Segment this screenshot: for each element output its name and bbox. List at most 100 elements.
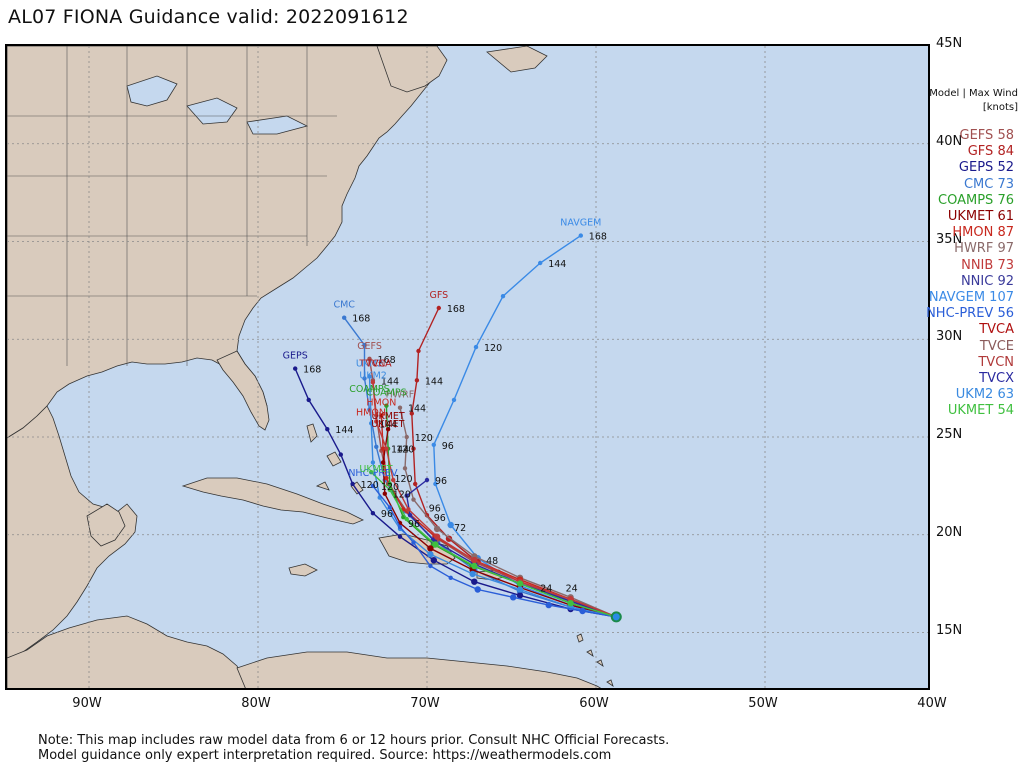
forecast-hour-label: 120: [484, 343, 502, 354]
track-point: [369, 470, 374, 475]
legend-model: UKMET: [947, 403, 994, 419]
legend-wind: 87: [993, 225, 1014, 241]
track-name-label: GEFS: [357, 341, 382, 352]
legend-wind: 58: [993, 128, 1014, 143]
forecast-hour-label: 96: [434, 513, 446, 524]
legend-entry: UKM2 63: [926, 387, 1014, 403]
track-point: [404, 434, 409, 440]
track-point: [380, 460, 386, 465]
track-point: [433, 525, 441, 533]
legend-wind: 63: [993, 387, 1014, 403]
lat-label: 45N: [936, 36, 963, 51]
track-point: [384, 475, 389, 481]
legend-entry: UKMET 61: [926, 209, 1014, 225]
track-point: [578, 233, 583, 238]
footer-line-2: Model guidance only expert interpretatio…: [38, 748, 612, 763]
track-point: [538, 260, 543, 266]
forecast-hour-label: 120: [415, 433, 433, 444]
track-name-label: UKM2: [356, 358, 383, 369]
central-america-land: [7, 615, 250, 688]
lon-label: 90W: [72, 696, 102, 711]
track-name-label: HMON: [356, 407, 386, 418]
track-name-label: NAVGEM: [560, 218, 601, 229]
legend-wind: 97: [993, 241, 1014, 257]
track-point: [516, 592, 524, 599]
legend-wind: 52: [993, 160, 1014, 176]
track-point: [374, 419, 379, 424]
legend-model: HWRF: [954, 241, 994, 257]
map-frame[interactable]: NAVGEM 168 144 120 96 GFS 168 144 CMC 168 GEPS 168 1…: [5, 44, 930, 690]
track-point: [380, 446, 386, 451]
track-point: [370, 483, 376, 489]
legend-model: GFS: [967, 144, 994, 160]
track-point: [451, 397, 457, 403]
legend-entry: TVCA: [926, 322, 1014, 338]
legend-header: Model | Max Wind [knots]: [929, 87, 1018, 115]
lon-label: 70W: [410, 696, 440, 711]
legend-model: NNIC: [960, 273, 994, 289]
track-point: [411, 446, 416, 451]
track-name-label: HMON: [366, 397, 396, 408]
track-point: [397, 534, 403, 539]
map-canvas[interactable]: NAVGEM16814412096GFS168144CMC168GEPS1681…: [7, 46, 930, 690]
legend-wind: 76: [993, 192, 1014, 208]
legend-wind: 73: [993, 257, 1014, 273]
forecast-hour-label: 96: [435, 476, 447, 487]
track-point: [447, 521, 454, 529]
legend-entry: CMC 73: [926, 177, 1014, 193]
great-lakes: [126, 75, 309, 135]
forecast-hour-label: 96: [442, 441, 454, 452]
track-point: [374, 444, 379, 449]
track-point: [474, 586, 481, 593]
track-point: [436, 305, 441, 311]
track-name-label: UKMET: [371, 419, 404, 430]
forecast-hour-label: 48: [486, 556, 498, 567]
track-point: [382, 491, 387, 496]
legend-entry: COAMPS 76: [926, 193, 1014, 209]
track-point: [387, 487, 392, 492]
legend-entry: TVCE: [926, 339, 1014, 355]
track-point: [370, 380, 376, 385]
track-point: [411, 497, 416, 502]
forecast-hour-label: 120: [396, 445, 414, 456]
track-point: [391, 477, 396, 483]
legend-model: TVCA: [979, 322, 1014, 338]
track-point: [370, 460, 376, 465]
track-point: [433, 533, 441, 540]
legend-model: GEPS: [958, 160, 994, 176]
forecast-hour-label: 168: [589, 232, 607, 243]
forecast-hour-label: 24: [540, 583, 552, 594]
legend-entry: GFS 84: [926, 144, 1014, 160]
legend-wind: 61: [993, 209, 1014, 225]
track-point: [404, 493, 409, 498]
legend-wind: 56: [993, 306, 1014, 322]
legend-entry: GEFS 58: [926, 128, 1014, 144]
track-point: [369, 421, 374, 426]
track-point: [362, 376, 367, 381]
legend-model: GEFS: [959, 128, 994, 143]
track-point: [293, 366, 298, 371]
legend-entry: GEPS 52: [926, 160, 1014, 176]
track-point: [370, 511, 376, 516]
track-line: [433, 235, 617, 618]
track-line: [370, 471, 617, 618]
track-point: [579, 607, 586, 615]
track-point: [362, 342, 367, 348]
track-line: [411, 307, 617, 618]
track-point: [471, 557, 478, 564]
forecast-hour-label: 168: [447, 304, 465, 315]
track-point: [325, 427, 330, 432]
track-name-label: UKMET: [359, 464, 392, 475]
track-point: [404, 516, 409, 522]
track-point: [413, 481, 418, 487]
legend-model: TVCE: [979, 338, 1014, 354]
legend-wind: 107: [985, 290, 1014, 306]
legend-header-line-2: [knots]: [982, 102, 1018, 113]
track-point: [409, 411, 414, 416]
lat-label: 20N: [936, 524, 963, 540]
track-point: [471, 578, 478, 585]
legend-entry: UKMET 54: [926, 403, 1014, 419]
track-point: [406, 507, 411, 512]
track-point: [500, 294, 506, 299]
track-point: [384, 403, 389, 408]
